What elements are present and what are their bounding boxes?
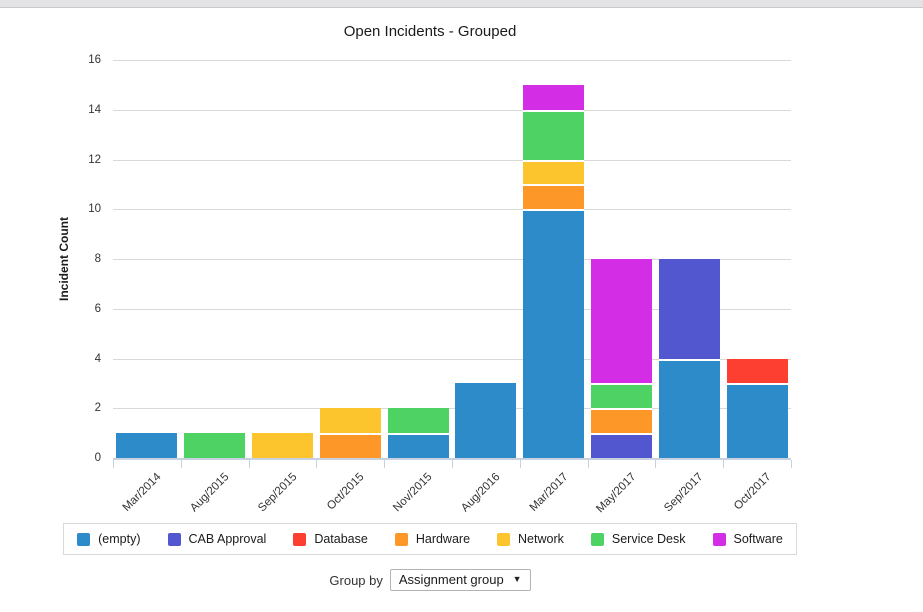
- dropdown-arrow-icon: ▼: [512, 574, 522, 584]
- plot-area: Incident Count 0 2 4 6 8 10 12 14 16 Mar/2014 Aug/…: [57, 54, 792, 515]
- x-tick-label: Aug/2016: [459, 471, 503, 515]
- bar-segment[interactable]: [591, 259, 652, 384]
- x-axis-tick: [791, 460, 792, 468]
- bar-segment[interactable]: [387, 433, 449, 458]
- bar-segment[interactable]: [591, 433, 652, 458]
- group-by-row: Group by Assignment group ▼: [0, 569, 860, 591]
- legend-swatch-icon: [394, 532, 408, 546]
- legend-item[interactable]: (empty): [77, 532, 141, 546]
- x-axis-tick: [249, 460, 250, 468]
- gridline: [113, 60, 791, 61]
- legend-item[interactable]: Service Desk: [590, 532, 686, 546]
- legend-label: Software: [733, 532, 783, 546]
- y-tick-label: 10: [88, 203, 101, 216]
- chart-title: Open Incidents - Grouped: [343, 23, 517, 40]
- x-axis-tick: [588, 460, 589, 468]
- y-tick-label: 0: [94, 452, 101, 464]
- legend-swatch-icon: [712, 532, 726, 546]
- x-tick-label: Oct/2015: [325, 471, 367, 513]
- y-tick-label: 6: [94, 302, 101, 315]
- gridline: [113, 408, 791, 410]
- bar-segment[interactable]: [658, 259, 720, 359]
- x-tick-label: Mar/2017: [527, 471, 571, 514]
- legend-swatch-icon: [590, 532, 604, 546]
- bar-segment[interactable]: [184, 433, 246, 458]
- bar-segment[interactable]: [658, 358, 720, 458]
- bar-segment[interactable]: [319, 408, 381, 434]
- y-tick-label: 14: [88, 103, 101, 116]
- x-axis-tick: [452, 460, 453, 468]
- y-tick-label: 4: [94, 352, 101, 365]
- bar-segment[interactable]: [387, 408, 449, 434]
- bar-segment[interactable]: [252, 433, 313, 458]
- x-tick-label: Nov/2015: [391, 471, 435, 515]
- y-tick-label: 12: [88, 153, 101, 166]
- x-axis-tick: [113, 460, 114, 468]
- x-axis-tick: [181, 460, 182, 468]
- x-tick-label: Aug/2015: [187, 471, 232, 515]
- y-tick-label: 8: [94, 253, 101, 265]
- bar-segment[interactable]: [591, 383, 652, 409]
- legend-label: Network: [518, 532, 564, 546]
- legend-label: Hardware: [415, 532, 471, 546]
- legend-swatch-icon: [293, 532, 307, 546]
- y-tick-label: 16: [88, 54, 101, 66]
- gridline: [113, 259, 791, 260]
- bar-segment[interactable]: [523, 209, 585, 458]
- x-axis-tick: [723, 460, 724, 468]
- x-axis-tick: [655, 460, 656, 468]
- x-axis-tick: [316, 460, 317, 468]
- gridline: [113, 159, 791, 161]
- legend-swatch-icon: [167, 532, 181, 546]
- group-by-selected-value: Assignment group: [398, 572, 504, 587]
- bar-segment[interactable]: [726, 358, 788, 384]
- gridline: [113, 308, 791, 310]
- legend-item[interactable]: Network: [497, 532, 564, 546]
- gridline: [113, 358, 791, 360]
- legend-item[interactable]: Software: [712, 532, 783, 546]
- legend-item[interactable]: Hardware: [394, 532, 471, 546]
- legend: (empty) CAB Approval Database Hardware Netwo…: [63, 523, 797, 555]
- bar-segment[interactable]: [591, 408, 652, 434]
- legend-label: CAB Approval: [188, 532, 267, 546]
- bar-segment[interactable]: [116, 433, 178, 458]
- x-tick-label: May/2017: [593, 471, 638, 516]
- gridline: [113, 209, 791, 211]
- legend-item[interactable]: CAB Approval: [167, 532, 267, 546]
- gridline: [113, 109, 791, 111]
- x-axis-tick: [520, 460, 521, 468]
- legend-swatch-icon: [77, 532, 91, 546]
- legend-label: Service Desk: [611, 532, 686, 546]
- group-by-label: Group by: [329, 572, 383, 588]
- x-tick-label: Oct/2017: [732, 471, 774, 513]
- legend-item[interactable]: Database: [293, 532, 368, 546]
- x-tick-label: Sep/2017: [662, 471, 706, 515]
- legend-label: (empty): [98, 532, 141, 546]
- legend-label: Database: [314, 532, 368, 546]
- bar-segment[interactable]: [455, 383, 517, 458]
- bar-segment[interactable]: [523, 84, 585, 110]
- bar-segment[interactable]: [523, 184, 585, 210]
- x-tick-label: Sep/2015: [255, 471, 299, 515]
- x-axis-tick: [384, 460, 385, 468]
- group-by-select[interactable]: Assignment group ▼: [389, 569, 531, 591]
- x-axis-line: [113, 458, 791, 460]
- x-tick-label: Mar/2014: [120, 471, 164, 514]
- legend-swatch-icon: [497, 532, 511, 546]
- bar-segment[interactable]: [319, 433, 381, 458]
- y-tick-label: 2: [94, 402, 101, 415]
- bar-segment[interactable]: [726, 383, 788, 458]
- bar-segment[interactable]: [523, 159, 585, 185]
- top-bar: [0, 0, 923, 8]
- chart-card: Open Incidents - Grouped Incident Count …: [0, 8, 860, 591]
- bar-segment[interactable]: [523, 109, 585, 160]
